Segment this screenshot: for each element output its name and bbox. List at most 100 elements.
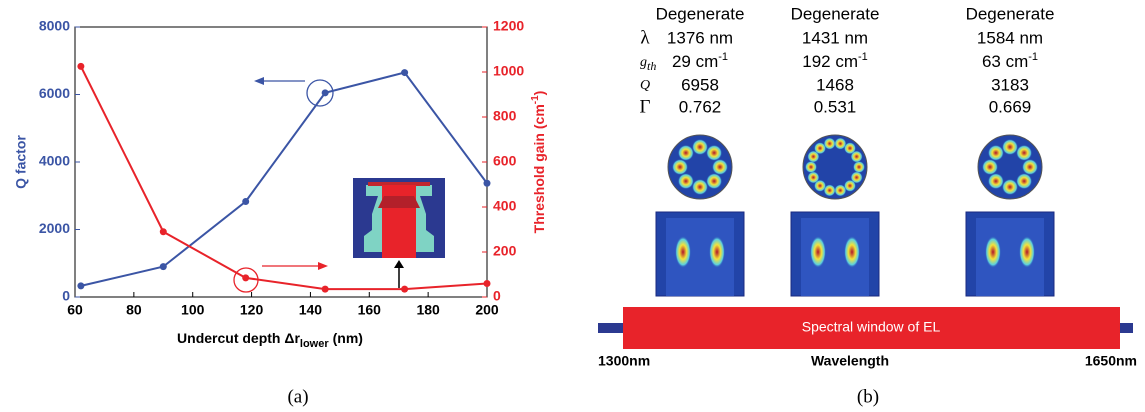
mode-spot bbox=[810, 236, 826, 268]
x-tick-label: 100 bbox=[181, 302, 205, 318]
cell: Degenerate bbox=[791, 4, 880, 23]
mode-lobe bbox=[1002, 139, 1018, 155]
x-tick-label: 120 bbox=[240, 302, 264, 318]
mode-lobe bbox=[1016, 145, 1032, 161]
mode-lobe bbox=[988, 173, 1004, 189]
cell-sup: -1 bbox=[1028, 51, 1038, 63]
mode-spot bbox=[1019, 236, 1035, 268]
mode-lobe bbox=[982, 159, 998, 175]
x-tick-label: 60 bbox=[67, 302, 83, 318]
mode-profile bbox=[966, 135, 1054, 296]
x-tick-label: 160 bbox=[358, 302, 382, 318]
y2-tick-label: 0 bbox=[493, 288, 501, 304]
mode-lobe bbox=[1016, 173, 1032, 189]
mode-lobe bbox=[672, 159, 688, 175]
cell-text: 63 cm bbox=[982, 52, 1028, 71]
y2-tick-label: 200 bbox=[493, 243, 517, 259]
y-tick-label: 4000 bbox=[39, 153, 70, 169]
mode-lobe bbox=[851, 151, 863, 163]
cell-text: 29 cm bbox=[672, 52, 718, 71]
mode-lobe bbox=[807, 171, 819, 183]
y-tick-label: 8000 bbox=[39, 18, 70, 34]
cell: 29 cm-1 bbox=[672, 51, 728, 72]
y-tick-label: 2000 bbox=[39, 220, 70, 236]
data-point bbox=[401, 286, 408, 293]
cell: 1431 nm bbox=[802, 28, 868, 47]
axis-start: 1300nm bbox=[598, 353, 650, 369]
mode-lobe bbox=[712, 159, 728, 175]
cell: 1584 nm bbox=[977, 28, 1043, 47]
x-axis-label: Undercut depth Δrlower(nm) bbox=[177, 330, 363, 350]
y2-tick-label: 800 bbox=[493, 108, 517, 124]
cell-text: 192 cm bbox=[802, 52, 858, 71]
data-point bbox=[322, 89, 329, 96]
cell: 0.669 bbox=[989, 97, 1032, 116]
cell: 0.762 bbox=[679, 97, 722, 116]
cell: 0.531 bbox=[814, 97, 857, 116]
data-point bbox=[322, 286, 329, 293]
data-point bbox=[77, 282, 84, 289]
data-point bbox=[401, 69, 408, 76]
y2-axis-label: Threshold gain (cm-1) bbox=[530, 91, 547, 234]
cell: 63 cm-1 bbox=[982, 51, 1038, 72]
y-tick-label: 0 bbox=[62, 288, 70, 304]
inset bbox=[353, 178, 445, 288]
cell: Degenerate bbox=[966, 4, 1055, 23]
caption: (b) bbox=[857, 386, 879, 407]
y2-tick-label: 1200 bbox=[493, 18, 524, 34]
x-tick-label: 180 bbox=[416, 302, 440, 318]
mode-lobe bbox=[1002, 179, 1018, 195]
annotations bbox=[234, 77, 333, 292]
cell: Degenerate bbox=[656, 4, 745, 23]
mode-profile bbox=[656, 135, 744, 296]
mode-spot bbox=[675, 236, 691, 268]
mode-profile bbox=[791, 135, 879, 296]
row-label: gth bbox=[640, 55, 656, 73]
mode-lobe bbox=[706, 173, 722, 189]
mode-spot bbox=[844, 236, 860, 268]
row-label: λ bbox=[640, 27, 650, 48]
mode-lobe bbox=[853, 161, 865, 173]
cell-sup: -1 bbox=[718, 51, 728, 63]
data-point bbox=[160, 263, 167, 270]
y-axis-label: Q factor bbox=[13, 135, 29, 189]
mode-lobe bbox=[706, 145, 722, 161]
row-label: Q bbox=[640, 78, 650, 93]
cell: 6958 bbox=[681, 75, 719, 94]
mode-lobe bbox=[805, 161, 817, 173]
cell: 1468 bbox=[816, 75, 854, 94]
axis-label: Wavelength bbox=[811, 353, 889, 369]
row-label: Γ bbox=[640, 96, 651, 117]
data-point bbox=[484, 280, 491, 287]
axis-end: 1650nm bbox=[1085, 353, 1137, 369]
mode-lobe bbox=[988, 145, 1004, 161]
cell: 3183 bbox=[991, 75, 1029, 94]
cell: 1376 nm bbox=[667, 28, 733, 47]
mode-lobe bbox=[824, 138, 836, 150]
figure: Q factor Undercut depth Δrlower(nm) Thre… bbox=[0, 0, 1145, 412]
window-label: Spectral window of EL bbox=[802, 319, 941, 335]
mode-lobe bbox=[834, 184, 846, 196]
cell: 192 cm-1 bbox=[802, 51, 868, 72]
mode-lobe bbox=[1022, 159, 1038, 175]
data-point bbox=[77, 63, 84, 70]
data-point bbox=[160, 228, 167, 235]
mode-spot bbox=[709, 236, 725, 268]
mode-spot bbox=[985, 236, 1001, 268]
data-point bbox=[484, 180, 491, 187]
mode-lobe bbox=[692, 139, 708, 155]
y-tick-label: 6000 bbox=[39, 85, 70, 101]
x-tick-label: 200 bbox=[475, 302, 499, 318]
x-tick-label: 140 bbox=[299, 302, 323, 318]
data-point bbox=[242, 274, 249, 281]
x-tick-label: 80 bbox=[126, 302, 142, 318]
y2-tick-label: 600 bbox=[493, 153, 517, 169]
mode-lobe bbox=[678, 173, 694, 189]
mode-lobe bbox=[692, 179, 708, 195]
mode-lobe bbox=[678, 145, 694, 161]
y2-tick-label: 400 bbox=[493, 198, 517, 214]
caption: (a) bbox=[287, 386, 308, 407]
data-point bbox=[242, 198, 249, 205]
cell-sup: -1 bbox=[858, 51, 868, 63]
y2-tick-label: 1000 bbox=[493, 63, 524, 79]
